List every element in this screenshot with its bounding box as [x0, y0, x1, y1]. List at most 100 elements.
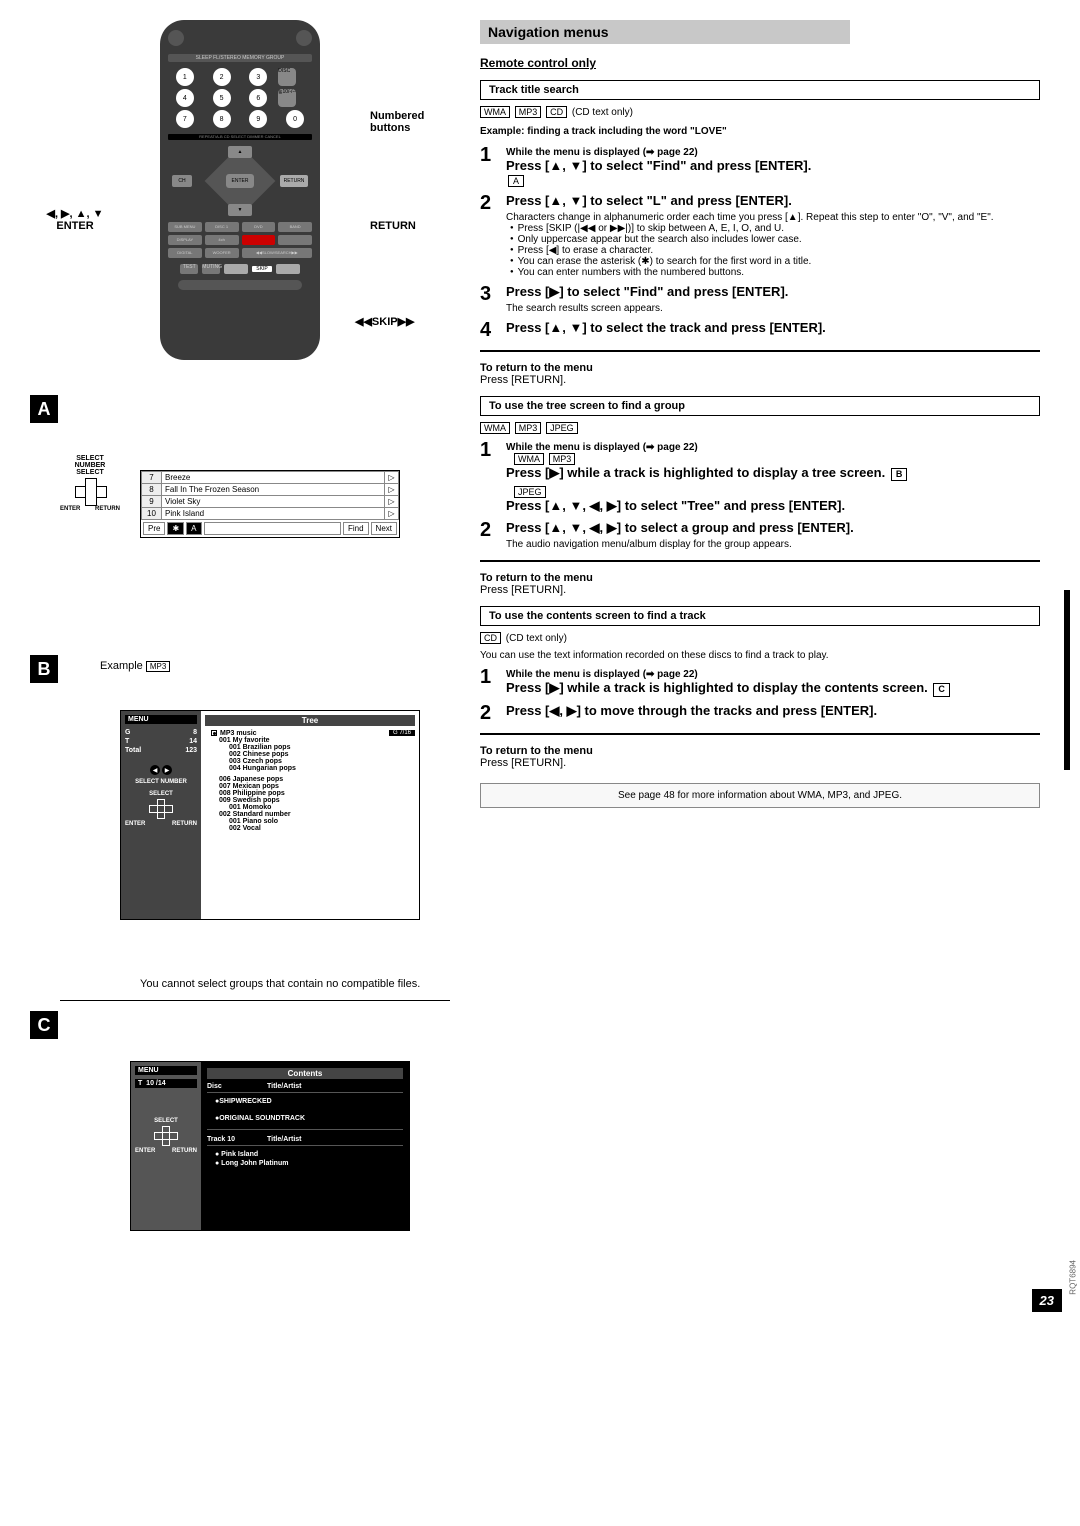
c-t1[interactable]: ● Pink Island [207, 1150, 403, 1159]
a-pre[interactable]: Pre [143, 522, 165, 535]
b-item2-5[interactable]: 002 Standard number [205, 811, 415, 818]
tree-header: To use the tree screen to find a group [480, 396, 1040, 416]
dpad-down[interactable]: ▼ [228, 204, 252, 216]
b-root[interactable]: MP3 musicG 7/16 [205, 730, 415, 737]
ref-a: A [508, 175, 524, 187]
arrows-enter-label: ◀, ▶, ▲, ▼ ENTER [46, 208, 103, 232]
c-disc2[interactable]: ●ORIGINAL SOUNDTRACK [207, 1114, 403, 1123]
s2-main: Press [▲, ▼] to select "L" and press [EN… [506, 193, 1040, 210]
a-hint1: SELECT NUMBER [60, 455, 120, 469]
b-item2-2[interactable]: 008 Philippine pops [205, 790, 415, 797]
a-next[interactable]: Next [371, 522, 397, 535]
num-0[interactable]: 0 [286, 110, 304, 128]
t1-main2: Press [▲, ▼, ◀, ▶] to select "Tree" and … [506, 498, 1040, 515]
dpad-up[interactable]: ▲ [228, 146, 252, 158]
b-item-2[interactable]: 002 Chinese pops [205, 751, 415, 758]
nav-title: Navigation menus [480, 20, 850, 44]
c1-main: Press [▶] while a track is highlighted t… [506, 680, 928, 695]
s1-hint: While the menu is displayed (➡ page 22) [506, 147, 1040, 158]
cont-step-2: 2 Press [◀, ▶] to move through the track… [480, 703, 1040, 723]
a-hint2: SELECT [60, 469, 120, 476]
a-cross-hint: SELECT NUMBER SELECT ENTERRETURN [60, 455, 120, 512]
contents-header: To use the contents screen to find a tra… [480, 606, 1040, 626]
dpad-ch[interactable]: CH [172, 175, 192, 187]
b-item2-7[interactable]: 002 Vocal [205, 825, 415, 832]
num-6[interactable]: 6 [249, 89, 267, 107]
row-10[interactable]: 10Pink Island▷ [142, 508, 399, 520]
c1-hint: While the menu is displayed (➡ page 22) [506, 669, 1040, 680]
left-column: SLEEP FL/STEREO MEMORY GROUP 1 2 3 DISC … [60, 20, 450, 1280]
a-star[interactable]: ✱ [167, 522, 184, 535]
c2-main: Press [◀, ▶] to move through the tracks … [506, 703, 1040, 720]
c-disc1[interactable]: ●SHIPWRECKED [207, 1097, 403, 1106]
num-2[interactable]: 2 [213, 68, 231, 86]
screen-c: MENU T 10 /14 SELECT ENTERRETURN Content… [130, 1061, 410, 1231]
step-2: 2 Press [▲, ▼] to select "L" and press [… [480, 193, 1040, 278]
num-7[interactable]: 7 [176, 110, 194, 128]
right-column: Navigation menus Remote control only Tra… [480, 20, 1040, 1280]
b-item2-3[interactable]: 009 Swedish pops [205, 797, 415, 804]
num-1[interactable]: 1 [176, 68, 194, 86]
disc-button[interactable]: DISC [278, 68, 296, 86]
b-item-1[interactable]: 001 Brazilian pops [205, 744, 415, 751]
t2-main: Press [▲, ▼, ◀, ▶] to select a group and… [506, 520, 1040, 537]
skip-prev[interactable] [224, 264, 248, 274]
c-title: Contents [207, 1068, 403, 1079]
num-8[interactable]: 8 [213, 110, 231, 128]
remote-only: Remote control only [480, 56, 1040, 70]
s1-main: Press [▲, ▼] to select "Find" and press … [506, 158, 811, 173]
section-b: B Example MP3 MENU G8 T14 Total123 ◀▶ SE… [60, 660, 450, 990]
s2-sub: Characters change in alphanumeric order … [506, 212, 1040, 223]
row-7[interactable]: 7Breeze▷ [142, 472, 399, 484]
remote-diagram: SLEEP FL/STEREO MEMORY GROUP 1 2 3 DISC … [60, 20, 450, 380]
fmts2: WMA MP3 JPEG [480, 422, 1040, 434]
a-find[interactable]: Find [343, 522, 369, 535]
track-title-search-header: Track title search [480, 80, 1040, 100]
b-item-0[interactable]: 001 My favorite [205, 737, 415, 744]
ten-button[interactable]: ≧10/-/-- [278, 89, 296, 107]
c-col-ta: Title/Artist [267, 1083, 302, 1090]
screen-c-right: Contents DiscTitle/Artist ●SHIPWRECKED ●… [201, 1062, 409, 1230]
callout-return: RETURN [370, 220, 450, 232]
b3: Press [◀] to erase a character. [510, 245, 1040, 256]
num-9[interactable]: 9 [249, 110, 267, 128]
letter-b: B [30, 655, 58, 683]
cont-intro: You can use the text information recorde… [480, 650, 1040, 661]
letter-c: C [30, 1011, 58, 1039]
fmts1: WMA MP3 CD (CD text only) [480, 106, 1040, 118]
remote-body: SLEEP FL/STEREO MEMORY GROUP 1 2 3 DISC … [160, 20, 320, 360]
b5: You can enter numbers with the numbered … [510, 267, 1040, 278]
row-9[interactable]: 9Violet Sky▷ [142, 496, 399, 508]
skip-next[interactable] [276, 264, 300, 274]
b-select: SELECT [125, 791, 197, 797]
b-item2-6[interactable]: 001 Piano solo [205, 818, 415, 825]
page: SLEEP FL/STEREO MEMORY GROUP 1 2 3 DISC … [0, 0, 1080, 1320]
a-return: RETURN [95, 506, 120, 512]
row-8[interactable]: 8Fall In The Frozen Season▷ [142, 484, 399, 496]
b-item2-0[interactable]: 006 Japanese pops [205, 776, 415, 783]
a-a[interactable]: A [186, 522, 201, 535]
num-5[interactable]: 5 [213, 89, 231, 107]
b-selnum: SELECT NUMBER [125, 779, 197, 785]
b4: You can erase the asterisk (✱) to search… [510, 256, 1040, 267]
b-item2-1[interactable]: 007 Mexican pops [205, 783, 415, 790]
tree-step-2: 2 Press [▲, ▼, ◀, ▶] to select a group a… [480, 520, 1040, 550]
volume-bar[interactable] [178, 280, 302, 290]
callout-arrows: ◀, ▶, ▲, ▼ ENTER [25, 195, 125, 232]
fmts3: CD (CD text only) [480, 632, 1040, 644]
b-item2-4[interactable]: 001 Momoko [205, 804, 415, 811]
c-t2[interactable]: ● Long John Platinum [207, 1159, 403, 1168]
return-2: To return to the menu Press [RETURN]. [480, 572, 1040, 596]
s2-bullets: Press [SKIP (|◀◀ or ▶▶|)] to skip betwee… [506, 223, 1040, 278]
s3-sub: The search results screen appears. [506, 303, 1040, 314]
ref-b: B [891, 468, 908, 482]
b-item-4[interactable]: 004 Hungarian pops [205, 765, 415, 772]
s3-main: Press [▶] to select "Find" and press [EN… [506, 284, 1040, 301]
b2: Only uppercase appear but the search als… [510, 234, 1040, 245]
num-3[interactable]: 3 [249, 68, 267, 86]
enter-button[interactable]: ENTER [226, 174, 254, 188]
num-4[interactable]: 4 [176, 89, 194, 107]
b-item-3[interactable]: 003 Czech pops [205, 758, 415, 765]
t1-main: Press [▶] while a track is highlighted t… [506, 465, 885, 480]
return-button[interactable]: RETURN [280, 175, 308, 187]
